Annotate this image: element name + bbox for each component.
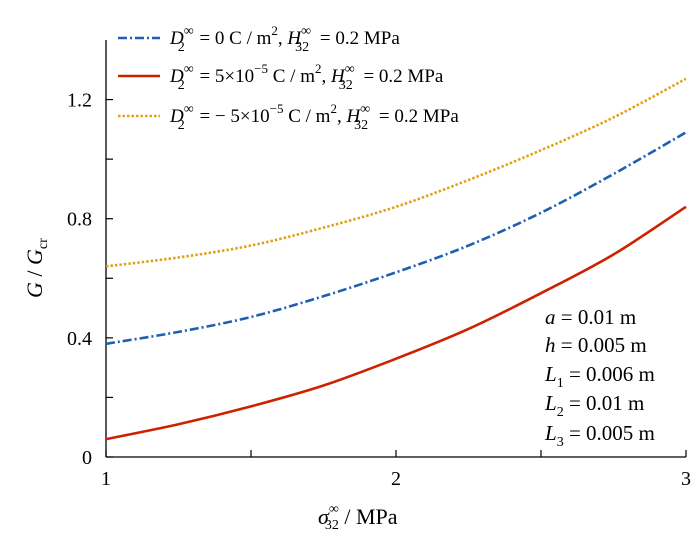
- y-axis-label: G / Gcr: [22, 238, 51, 298]
- legend-entry-2: D∞ 2 = 5×10−5 C / m2, H∞ 32 = 0.2 MPa: [169, 61, 444, 93]
- x-axis-label: σ∞ 32 / MPa: [318, 502, 398, 533]
- x-tick-label: 1: [101, 468, 111, 490]
- legend: D∞ 2 = 0 C / m2, H∞ 32 = 0.2 MPa D∞ 2 = 5×10…: [118, 23, 459, 133]
- y-label-main2: G: [22, 249, 47, 265]
- x-label-sub: 32: [325, 518, 339, 533]
- x-label-main: σ: [318, 504, 330, 529]
- x-label-unit: / MPa: [339, 504, 398, 529]
- parameter-1: a = 0.01 m: [545, 305, 636, 329]
- legend-entry-3: D∞ 2 = − 5×10−5 C / m2, H∞ 32 = 0.2 MPa: [169, 101, 459, 133]
- series-line-1: [105, 131, 687, 346]
- x-label-sup: ∞: [329, 502, 339, 517]
- series-group: [105, 77, 687, 441]
- parameter-2: h = 0.005 m: [545, 333, 647, 357]
- y-tick-label: 1.2: [67, 90, 92, 112]
- legend-entry-1: D∞ 2 = 0 C / m2, H∞ 32 = 0.2 MPa: [169, 23, 400, 55]
- parameter-3: L1 = 0.006 m: [544, 362, 655, 391]
- y-label-main: G: [22, 282, 47, 298]
- y-label-sub: cr: [36, 238, 51, 249]
- ticks: 1 2 3 0 0.4 0.8 1.2: [67, 90, 691, 490]
- series-line-2: [105, 205, 687, 441]
- x-tick-label: 2: [391, 468, 401, 490]
- series-line-3: [105, 77, 687, 268]
- x-tick-label: 3: [681, 468, 691, 490]
- y-label-sep: /: [22, 265, 47, 282]
- y-tick-label: 0: [82, 447, 92, 469]
- parameter-annotations: a = 0.01 m h = 0.005 m L1 = 0.006 mL2 = 0.…: [544, 305, 655, 450]
- parameter-4: L2 = 0.01 m: [544, 391, 644, 420]
- parameter-5: L3 = 0.005 m: [544, 421, 655, 450]
- y-tick-label: 0.4: [67, 328, 92, 350]
- y-tick-label: 0.8: [67, 209, 92, 231]
